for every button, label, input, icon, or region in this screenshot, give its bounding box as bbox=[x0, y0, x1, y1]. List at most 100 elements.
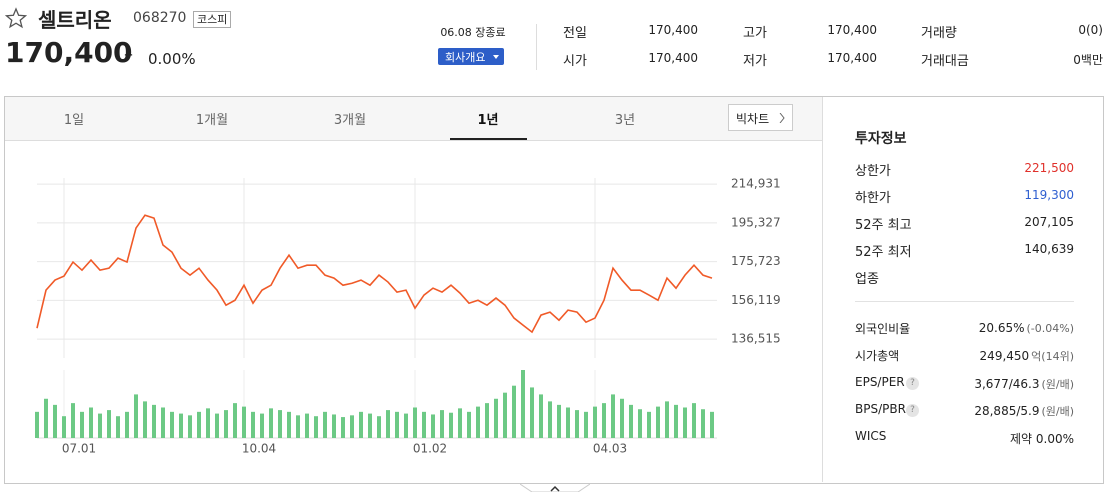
info-value-group: 20.65% (-0.04%) bbox=[914, 321, 1074, 335]
chart-box bbox=[4, 96, 1104, 484]
volume-bar bbox=[116, 416, 120, 438]
volume-bar bbox=[44, 398, 48, 438]
volume-bar bbox=[332, 414, 336, 438]
volume-bar bbox=[53, 404, 57, 438]
volume-bar bbox=[71, 403, 75, 438]
volume-bar bbox=[539, 394, 543, 438]
help-icon: ? bbox=[906, 376, 919, 390]
quote-value: 170,400 bbox=[827, 51, 877, 65]
volume-bar bbox=[143, 401, 147, 438]
info-value: 제약 0.00% bbox=[1009, 432, 1074, 447]
volume-bar bbox=[467, 411, 471, 438]
info-note: (원/배) bbox=[1041, 377, 1074, 391]
info-value-group: 28,885/5.9 (원/배) bbox=[914, 403, 1074, 419]
volume-bar bbox=[431, 414, 435, 438]
volume-bar bbox=[629, 404, 633, 438]
volume-bar bbox=[233, 403, 237, 438]
volume-bar bbox=[368, 413, 372, 438]
quote-value: 0백만 bbox=[1073, 53, 1103, 67]
volume-bar bbox=[80, 411, 84, 438]
quote-value: 170,400 bbox=[648, 23, 698, 37]
volume-bar bbox=[404, 413, 408, 438]
y-tick-label: 175,723 bbox=[731, 254, 781, 268]
change-sign: – bbox=[124, 44, 133, 65]
change-rate: 0.00% bbox=[148, 50, 196, 68]
big-chart-button[interactable]: 빅차트 bbox=[728, 104, 793, 131]
volume-bar bbox=[521, 370, 525, 438]
info-label: 업종 bbox=[855, 272, 879, 287]
volume-bar bbox=[89, 407, 93, 438]
volume-bar bbox=[458, 408, 462, 438]
volume-bar bbox=[710, 411, 714, 438]
y-tick-label: 214,931 bbox=[731, 177, 781, 191]
volume-bar bbox=[377, 416, 381, 438]
volume-bar bbox=[503, 392, 507, 438]
volume-bar bbox=[395, 411, 399, 438]
volume-bar bbox=[269, 408, 273, 438]
volume-bar bbox=[701, 409, 705, 438]
x-tick-label: 04.03 bbox=[593, 442, 627, 456]
info-label: 상한가 bbox=[855, 164, 891, 179]
volume-bar bbox=[584, 411, 588, 438]
info-label: 52주 최저 bbox=[855, 245, 912, 260]
info-value: 119,300 bbox=[1024, 188, 1074, 202]
volume-bar bbox=[305, 413, 309, 438]
volume-bar bbox=[278, 410, 282, 438]
info-label: BPS/PBR bbox=[855, 401, 906, 416]
volume-bar bbox=[152, 404, 156, 438]
volume-bar bbox=[593, 406, 597, 438]
tab[interactable]: 1일 bbox=[63, 113, 85, 128]
info-note: (원/배) bbox=[1041, 404, 1074, 418]
info-note: (-0.04%) bbox=[1026, 322, 1075, 335]
favorite-star[interactable] bbox=[5, 7, 27, 29]
volume-bar bbox=[611, 394, 615, 438]
volume-bar bbox=[161, 407, 165, 438]
quote-value: 170,400 bbox=[827, 23, 877, 37]
volume-bar bbox=[179, 413, 183, 438]
tab[interactable]: 3년 bbox=[614, 113, 636, 128]
tab[interactable]: 1년 bbox=[477, 113, 499, 128]
stock-code: 068270 bbox=[133, 10, 187, 26]
quote-value: 170,400 bbox=[648, 51, 698, 65]
volume-bar bbox=[134, 394, 138, 438]
volume-bar bbox=[422, 411, 426, 438]
chevron bbox=[779, 113, 785, 123]
volume-bar bbox=[674, 404, 678, 438]
tab[interactable]: 1개월 bbox=[195, 113, 229, 128]
info-label: 시가총액 bbox=[855, 349, 900, 364]
info-value-group: 3,677/46.3 (원/배) bbox=[914, 376, 1074, 392]
volume-bar bbox=[323, 411, 327, 438]
y-tick-label: 195,327 bbox=[731, 215, 781, 229]
tab-bar bbox=[5, 97, 822, 141]
volume-bar bbox=[341, 417, 345, 438]
quote-label: 시가 bbox=[563, 54, 587, 69]
volume-bar bbox=[224, 410, 228, 438]
quote-label: 거래대금 bbox=[921, 54, 969, 69]
company-button[interactable]: 회사개요 bbox=[438, 48, 504, 65]
volume-bar bbox=[350, 415, 354, 438]
market-status: 06.08 장종료 bbox=[440, 26, 506, 39]
tab[interactable]: 3개월 bbox=[333, 113, 367, 128]
quote-label: 저가 bbox=[743, 54, 767, 69]
volume-bar bbox=[440, 410, 444, 438]
active-underline bbox=[450, 138, 527, 140]
dropdown-arrow bbox=[493, 55, 499, 59]
info-label: EPS/PER bbox=[855, 374, 905, 389]
quote-value: 0(0) bbox=[1078, 23, 1103, 37]
volume-bar bbox=[359, 411, 363, 438]
info-value-group: 249,450 억(14위) bbox=[914, 348, 1074, 364]
volume-bar bbox=[260, 413, 264, 438]
volume-bar bbox=[494, 398, 498, 438]
volume-bar bbox=[566, 407, 570, 438]
collapse-handle[interactable] bbox=[520, 484, 590, 492]
info-label: 외국인비율 bbox=[855, 322, 911, 336]
volume-bar bbox=[413, 407, 417, 438]
volume-bar bbox=[197, 411, 201, 438]
info-value: 207,105 bbox=[1024, 215, 1074, 229]
volume-bar bbox=[692, 403, 696, 438]
market-badge: 코스피 bbox=[193, 11, 232, 28]
help-icon: ? bbox=[906, 403, 919, 417]
volume-bar bbox=[62, 416, 66, 438]
volume-bar bbox=[683, 407, 687, 438]
